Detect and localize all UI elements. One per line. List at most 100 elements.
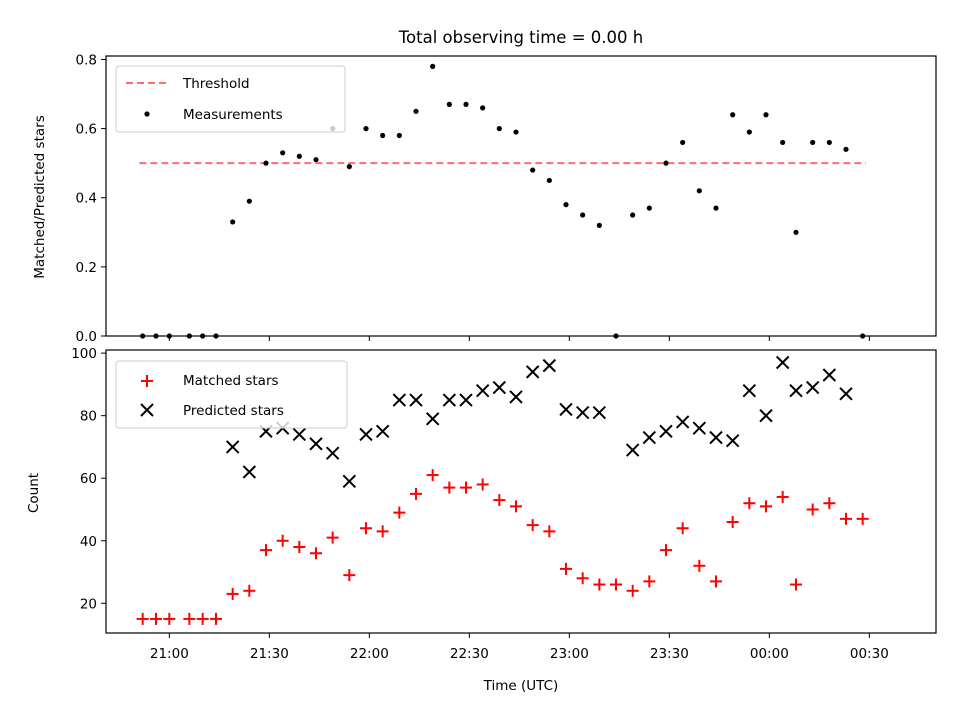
matched-star-point — [776, 490, 789, 503]
predicted-star-point — [425, 412, 440, 426]
matched-star-point — [136, 612, 149, 625]
measurement-point — [730, 112, 736, 118]
predicted-star-point — [225, 440, 240, 454]
measurement-point — [596, 222, 602, 228]
matched-star-point — [626, 584, 639, 597]
count-x-ticks: 21:00 21:30 22:00 22:30 23:00 23:30 00:00 00:30 — [150, 633, 889, 662]
measurement-point — [413, 108, 419, 114]
measurements-legend-label: Measurements — [183, 107, 283, 123]
measurement-point — [480, 105, 486, 111]
predicted-star-point — [409, 393, 423, 407]
matched-star-point — [726, 515, 739, 528]
predicted-star-stroke-b — [839, 387, 853, 401]
predicted-star-stroke-b — [225, 440, 240, 454]
measurement-point — [280, 150, 286, 156]
matched-star-point — [443, 481, 456, 494]
matched-star-point — [576, 572, 589, 585]
predicted-star-stroke-b — [789, 383, 803, 398]
predicted-star-point — [559, 402, 573, 417]
predicted-star-stroke-b — [309, 437, 323, 451]
predicted-star-stroke-b — [442, 393, 457, 407]
predicted-star-stroke-b — [575, 405, 590, 420]
count-y-ticks: 20 40 60 80 100 — [71, 346, 106, 612]
chart-title: Total observing time = 0.00 h — [398, 28, 643, 47]
count-y-axis-label: Count — [26, 473, 42, 513]
predicted-star-point — [625, 443, 640, 457]
predicted-star-point — [692, 421, 707, 435]
predicted-star-point — [839, 387, 853, 401]
ratio-y-ticks: 0.0 0.2 0.4 0.6 0.8 — [76, 52, 106, 345]
count-xtick-label: 22:30 — [450, 646, 489, 662]
ratio-ytick-label: 0.2 — [76, 260, 97, 276]
predicted-star-stroke-b — [359, 427, 373, 442]
matched-legend-swatch — [141, 375, 153, 387]
matched-star-point — [163, 612, 176, 625]
matched-star-point — [150, 612, 162, 625]
predicted-star-point — [742, 383, 757, 398]
predicted-star-stroke-b — [675, 415, 690, 429]
matched-star-point — [823, 497, 836, 510]
measurement-point — [746, 129, 752, 135]
matched-star-point — [743, 497, 756, 510]
ratio-ytick-label: 0.0 — [76, 329, 97, 345]
predicted-star-stroke-b — [775, 355, 790, 370]
measurement-point — [396, 132, 402, 139]
matched-star-point — [310, 547, 322, 560]
matched-star-point — [676, 522, 689, 535]
matched-star-point — [790, 578, 802, 591]
predicted-star-stroke-b — [425, 412, 440, 426]
predicted-star-stroke-b — [375, 424, 390, 439]
count-xtick-label: 23:30 — [650, 646, 689, 662]
count-legend-box — [115, 360, 348, 429]
measurement-point — [563, 202, 569, 208]
predicted-star-stroke-b — [592, 405, 607, 420]
predicted-star-point — [459, 393, 473, 407]
count-ytick-label: 60 — [80, 471, 97, 487]
measurement-point — [810, 139, 816, 146]
ratio-ytick-label: 0.4 — [76, 191, 97, 207]
predicted-star-stroke-b — [709, 430, 723, 445]
predicted-star-point — [659, 424, 673, 439]
matched-star-point — [196, 612, 209, 625]
predicted-star-stroke-b — [409, 393, 423, 407]
matched-star-point — [526, 519, 539, 532]
measurement-point — [496, 125, 502, 132]
predicted-star-stroke-b — [692, 421, 707, 435]
count-axes-frame — [105, 349, 937, 634]
predicted-star-point — [775, 355, 790, 370]
measurement-point — [826, 139, 832, 146]
ratio-ytick-label: 0.8 — [76, 52, 97, 68]
matched-star-point — [760, 500, 772, 513]
predicted-star-point — [709, 430, 723, 445]
predicted-star-stroke-b — [475, 383, 490, 398]
matched-star-point — [376, 525, 389, 538]
predicted-star-point — [675, 415, 690, 429]
matched-star-point — [276, 534, 289, 547]
measurement-point — [363, 125, 369, 132]
predicted-star-stroke-b — [492, 380, 507, 395]
matched-star-point — [610, 578, 622, 591]
matched-star-point — [560, 562, 572, 575]
measurement-point — [843, 146, 849, 152]
predicted-star-point — [325, 446, 340, 460]
predicted-star-stroke-b — [242, 465, 257, 479]
matched-star-point — [693, 559, 706, 572]
count-ytick-label: 20 — [80, 596, 97, 612]
count-ytick-label: 80 — [80, 409, 97, 425]
count-xtick-label: 00:30 — [850, 646, 889, 662]
measurement-point — [780, 139, 786, 146]
measurement-point — [463, 101, 469, 107]
predicted-star-point — [805, 380, 820, 395]
predicted-star-stroke-b — [625, 443, 640, 457]
matched-star-point — [426, 469, 439, 482]
measurement-point — [246, 198, 252, 204]
measurement-point — [230, 219, 236, 225]
measurement-point — [630, 212, 636, 218]
measurement-point — [263, 160, 269, 166]
matched-star-point — [510, 500, 522, 513]
predicted-star-stroke-b — [559, 402, 573, 417]
predicted-star-point — [575, 405, 590, 420]
measurement-point — [663, 160, 669, 166]
